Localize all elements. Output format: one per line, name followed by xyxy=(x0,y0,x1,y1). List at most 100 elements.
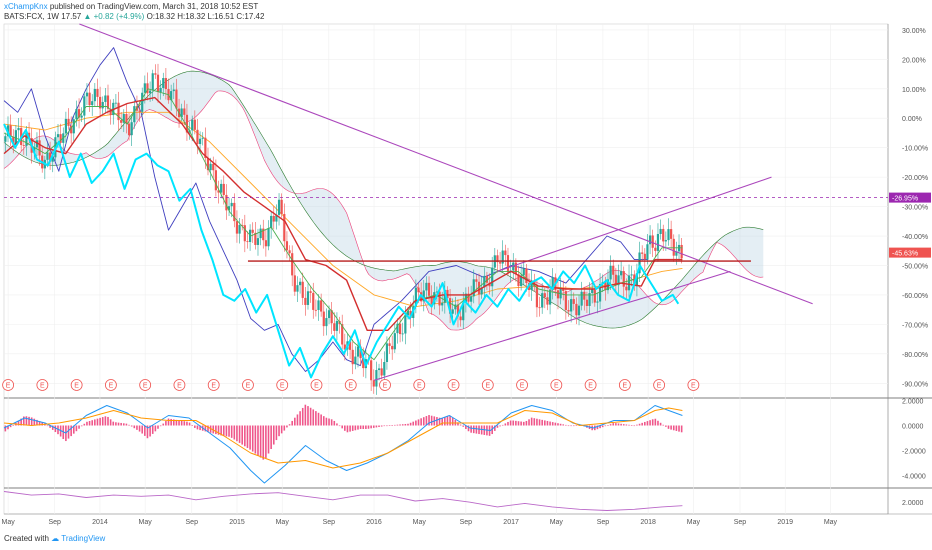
histogram-bar xyxy=(51,425,54,430)
candle-body xyxy=(398,323,402,335)
histogram-bar xyxy=(465,425,467,429)
histogram-bar xyxy=(520,421,522,426)
histogram-bar xyxy=(644,421,646,426)
candle-body xyxy=(243,225,246,242)
author-name[interactable]: xChampKnx xyxy=(4,2,48,11)
earnings-marker-icon xyxy=(70,379,83,391)
histogram-bar xyxy=(107,416,109,426)
candle-body xyxy=(627,275,631,291)
histogram-bar xyxy=(615,423,617,426)
candle-body xyxy=(227,206,231,211)
candle-body xyxy=(556,290,560,299)
earnings-marker-icon xyxy=(207,379,220,391)
candle-body xyxy=(477,281,481,295)
candle-body xyxy=(101,101,104,109)
histogram-bar xyxy=(28,416,30,426)
histogram-bar xyxy=(654,418,657,426)
candle-body xyxy=(391,345,394,350)
earnings-marker-icon xyxy=(310,379,323,391)
earnings-marker-label: E xyxy=(6,383,11,390)
candle-body xyxy=(393,333,396,350)
candle-body xyxy=(425,282,428,291)
earnings-marker-icon xyxy=(36,379,49,391)
trendline xyxy=(497,176,772,272)
earnings-marker-icon xyxy=(344,379,357,391)
histogram-bar xyxy=(117,422,120,426)
candle-body xyxy=(22,145,25,146)
histogram-bar xyxy=(667,425,670,429)
histogram-bar xyxy=(20,418,22,426)
candle-body xyxy=(593,289,596,303)
earnings-marker-label: E xyxy=(485,383,490,390)
tradingview-brand[interactable]: TradingView xyxy=(61,534,106,543)
candle-body xyxy=(259,228,262,239)
histogram-bar xyxy=(636,424,638,426)
histogram-bar xyxy=(170,418,172,426)
osc-y-tick-label: 2.0000 xyxy=(902,399,924,406)
candle-body xyxy=(643,253,646,260)
candle-body xyxy=(291,253,294,276)
histogram-bar xyxy=(244,425,246,447)
histogram-bar xyxy=(128,424,130,426)
y-tick-label: -20.00% xyxy=(902,175,928,182)
candle-body xyxy=(125,113,128,124)
candle-body xyxy=(580,291,583,306)
candle-body xyxy=(362,358,365,369)
candle-body xyxy=(122,113,125,123)
histogram-bar xyxy=(78,425,80,429)
candle-body xyxy=(233,202,236,222)
histogram-bar xyxy=(415,420,417,426)
histogram-bar xyxy=(444,417,446,426)
candle-body xyxy=(293,275,296,292)
histogram-bar xyxy=(522,421,525,426)
histogram-bar xyxy=(441,418,443,426)
histogram-bar xyxy=(49,425,51,428)
candle-body xyxy=(196,129,199,145)
histogram-bar xyxy=(412,421,415,426)
histogram-bar xyxy=(541,419,543,426)
moving-average-line xyxy=(3,111,683,308)
earnings-marker-label: E xyxy=(246,383,251,390)
histogram-bar xyxy=(607,425,609,426)
candle-body xyxy=(322,311,325,327)
x-tick-label: Sep xyxy=(48,519,61,526)
x-tick-label: May xyxy=(276,519,290,526)
histogram-bar xyxy=(383,425,386,427)
candle-body xyxy=(85,92,89,97)
candle-body xyxy=(648,235,652,245)
histogram-bar xyxy=(220,425,222,436)
histogram-bar xyxy=(349,425,351,432)
histogram-bar xyxy=(83,423,86,426)
price-change: +0.82 (+4.9%) xyxy=(93,12,145,21)
candle-body xyxy=(348,341,352,350)
histogram-bar xyxy=(96,418,99,426)
histogram-bar xyxy=(528,419,530,426)
histogram-bar xyxy=(267,425,270,454)
candles xyxy=(4,63,683,395)
candle-body xyxy=(585,299,589,306)
candle-body xyxy=(46,152,49,160)
earnings-marker-label: E xyxy=(280,383,285,390)
x-tick-label: Sep xyxy=(597,519,610,526)
histogram-bar xyxy=(565,424,567,426)
histogram-bar xyxy=(509,420,512,426)
histogram-bar xyxy=(241,425,244,445)
histogram-bar xyxy=(515,420,517,426)
histogram-bar xyxy=(30,417,33,426)
candle-body xyxy=(154,73,157,75)
candle-body xyxy=(422,290,425,302)
histogram-bar xyxy=(617,423,620,426)
plot-area xyxy=(3,23,889,515)
histogram-bar xyxy=(496,425,499,428)
histogram-bar xyxy=(101,417,104,426)
histogram-bar xyxy=(438,417,441,426)
histogram-bar xyxy=(604,425,607,427)
histogram-bar xyxy=(322,416,325,426)
y-tick-label: -10.00% xyxy=(902,146,928,153)
histogram-bar xyxy=(238,425,241,443)
candle-body xyxy=(514,262,517,275)
candle-body xyxy=(325,318,328,327)
histogram-bar xyxy=(422,417,425,426)
histogram-bar xyxy=(525,420,528,426)
